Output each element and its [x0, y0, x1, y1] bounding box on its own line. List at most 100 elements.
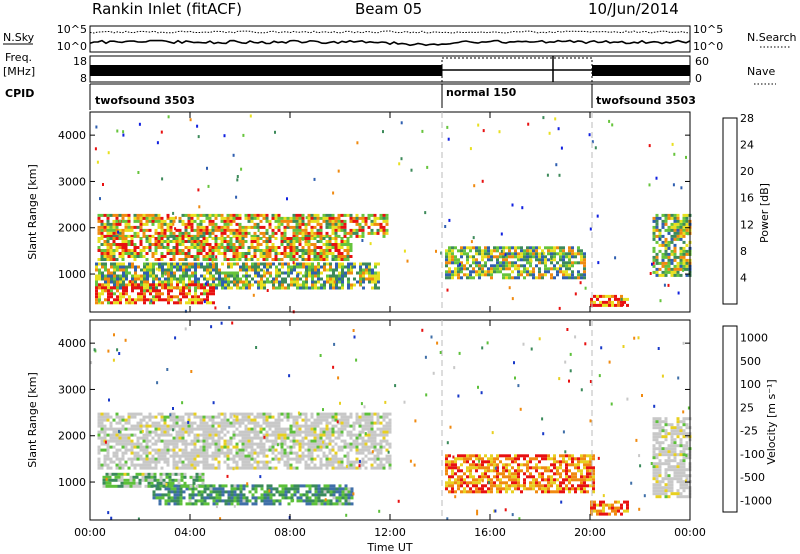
heatmap-cell — [125, 286, 128, 290]
heatmap-cell — [289, 258, 293, 261]
heatmap-cell — [340, 237, 344, 240]
heatmap-cell — [352, 219, 356, 223]
heatmap-cell — [298, 424, 302, 428]
heatmap-cell — [134, 283, 137, 287]
heatmap-cell — [167, 271, 170, 275]
heatmap-cell — [670, 228, 674, 232]
heatmap-cell — [157, 237, 161, 240]
heatmap-cell — [137, 274, 140, 278]
heatmap-cell — [235, 240, 239, 243]
heatmap-cell — [620, 294, 623, 298]
heatmap-cell — [253, 451, 257, 455]
heatmap-cell — [170, 490, 174, 494]
heatmap-cell — [205, 460, 209, 464]
heatmap-cell — [184, 234, 188, 238]
heatmap-cell — [382, 457, 386, 461]
heatmap-cell — [526, 463, 529, 467]
heatmap-cell — [162, 245, 165, 249]
heatmap-cell — [322, 412, 326, 416]
heatmap-cell — [508, 252, 511, 256]
heatmap-cell — [226, 430, 230, 434]
heatmap-cell — [136, 421, 140, 425]
heatmap-cell — [370, 430, 374, 434]
heatmap-cell — [194, 289, 197, 293]
heatmap-cell — [500, 232, 503, 236]
heatmap-cell — [103, 433, 107, 437]
heatmap-cell — [235, 258, 239, 261]
heatmap-cell — [365, 268, 368, 272]
heatmap-cell — [191, 262, 194, 266]
heatmap-cell — [215, 283, 218, 287]
heatmap-cell — [530, 259, 533, 263]
heatmap-cell — [490, 267, 493, 271]
heatmap-cell — [245, 265, 248, 269]
heatmap-cell — [128, 262, 131, 266]
heatmap-cell — [151, 460, 155, 464]
heatmap-cell — [599, 512, 602, 516]
heatmap-cell — [284, 271, 287, 275]
heatmap-cell — [517, 466, 520, 470]
heatmap-cell — [560, 146, 563, 150]
heatmap-cell — [112, 454, 116, 458]
heatmap-cell — [568, 249, 571, 253]
heatmap-cell — [232, 436, 236, 440]
heatmap-cell — [553, 264, 556, 268]
heatmap-cell — [215, 277, 218, 281]
heatmap-cell — [275, 274, 278, 278]
heatmap-cell — [205, 457, 209, 461]
heatmap-cell — [679, 237, 683, 241]
heatmap-cell — [484, 264, 487, 268]
heatmap-cell — [106, 448, 110, 452]
heatmap-cell — [445, 457, 448, 461]
heatmap-cell — [205, 228, 209, 232]
heatmap-cell — [556, 261, 559, 265]
heatmap-cell — [472, 246, 475, 250]
heatmap-cell — [130, 463, 134, 467]
heatmap-cell — [281, 280, 284, 284]
heatmap-cell — [262, 454, 266, 458]
heatmap-cell — [193, 460, 197, 464]
heatmap-cell — [304, 442, 308, 446]
heatmap-cell — [170, 289, 173, 293]
heatmap-cell — [144, 484, 148, 488]
heatmap-cell — [673, 225, 677, 229]
heatmap-cell — [103, 412, 107, 416]
heatmap-cell — [244, 463, 248, 467]
heatmap-cell — [655, 258, 659, 262]
heatmap-cell — [325, 249, 329, 252]
heatmap-cell — [523, 481, 526, 485]
heatmap-cell — [199, 424, 203, 428]
heatmap-cell — [113, 262, 116, 266]
heatmap-cell — [223, 237, 227, 240]
heatmap-cell — [508, 454, 511, 458]
heatmap-cell — [556, 490, 559, 494]
heatmap-cell — [664, 219, 668, 223]
heatmap-cell — [172, 255, 176, 258]
heatmap-cell — [226, 421, 230, 425]
heatmap-cell — [658, 234, 662, 238]
heatmap-cell — [109, 231, 113, 235]
heatmap-cell — [338, 265, 341, 269]
heatmap-cell — [238, 252, 242, 255]
heatmap-cell — [223, 454, 227, 458]
heatmap-cell — [310, 249, 314, 252]
heatmap-cell — [169, 448, 173, 452]
heatmap-cell — [226, 448, 230, 452]
heatmap-cell — [119, 298, 122, 302]
heatmap-cell — [256, 237, 260, 240]
heatmap-cell — [676, 267, 680, 271]
heatmap-cell — [184, 430, 188, 434]
heatmap-cell — [508, 246, 511, 250]
heatmap-cell — [142, 451, 146, 455]
heatmap-cell — [316, 454, 320, 458]
heatmap-cell — [150, 481, 154, 485]
heatmap-cell — [580, 273, 583, 277]
heatmap-cell — [176, 283, 179, 287]
heatmap-cell — [175, 234, 179, 238]
heatmap-cell — [184, 225, 188, 229]
heatmap-cell — [158, 283, 161, 287]
heatmap-cell — [202, 445, 206, 449]
heatmap-cell — [115, 234, 119, 238]
heatmap-cell — [197, 298, 200, 302]
heatmap-cell — [163, 421, 167, 425]
